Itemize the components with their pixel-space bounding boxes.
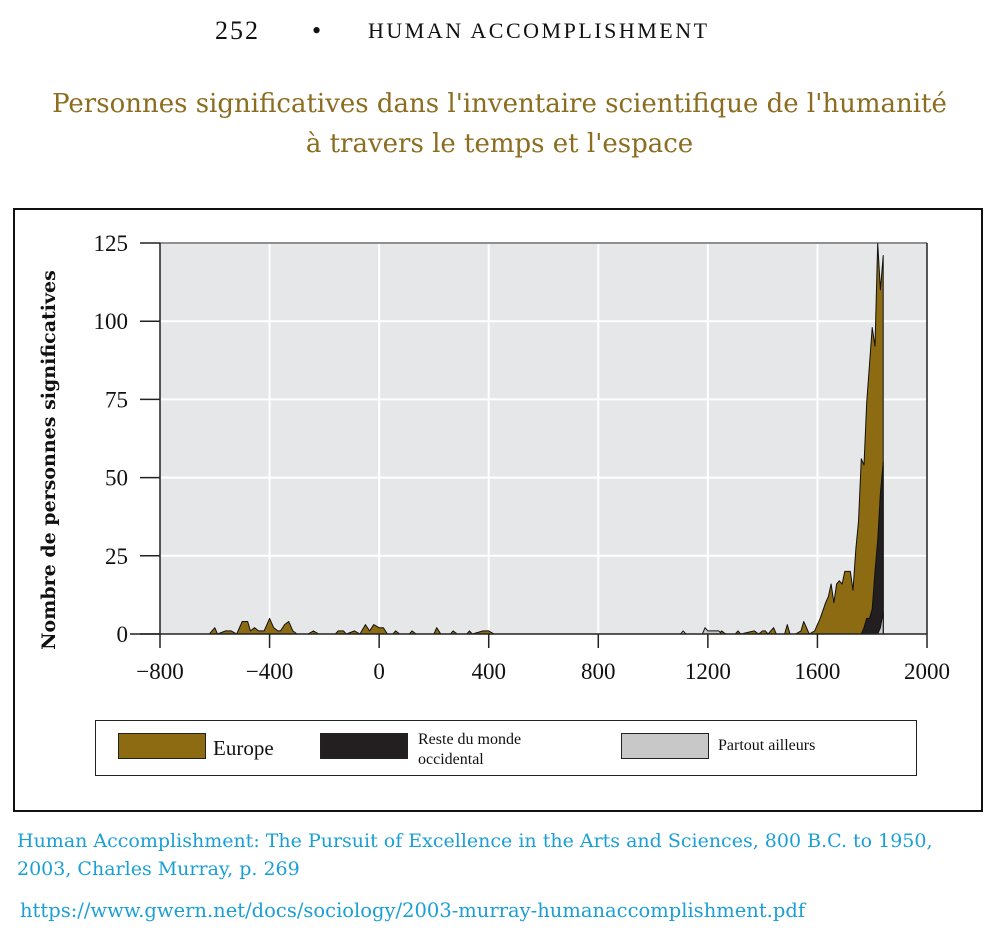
area-chart: 0 25 50 75 100 125 −800 −400 0 400 800 1200 1600 2000… [38, 231, 951, 684]
axes: 0 25 50 75 100 125 −800 −400 0 400 800 1200 1600 2000 [94, 231, 951, 684]
y-tick-label: 75 [105, 387, 128, 412]
area-series-rest-of-west [860, 461, 884, 635]
legend-swatch-elsewhere [621, 733, 709, 759]
chart-frame [13, 208, 983, 812]
source-caption-line2: 2003, Charles Murray, p. 269 [17, 858, 300, 880]
legend-swatch-rest-of-west [320, 733, 408, 759]
plot-background [160, 243, 927, 634]
area-series-elsewhere [159, 611, 884, 635]
source-caption: Human Accomplishment: The Pursuit of Exc… [17, 827, 987, 883]
x-tick-label: −400 [246, 659, 293, 684]
x-tick-label: 1600 [794, 659, 840, 684]
y-tick-label: 25 [105, 544, 128, 569]
header-separator: • [312, 16, 323, 45]
x-tick-label: 0 [373, 659, 385, 684]
y-tick-label: 50 [105, 466, 128, 491]
y-tick-label: 100 [94, 309, 129, 334]
page-number: 252 [215, 16, 260, 45]
x-tick-label: 400 [471, 659, 506, 684]
chart-title-line2: à travers le temps et l'espace [305, 129, 694, 159]
chart-title-line1: Personnes significatives dans l'inventai… [52, 89, 947, 119]
legend-label-rest-of-west: Reste du monde occidental [418, 731, 522, 768]
x-tick-label: 1200 [685, 659, 731, 684]
y-axis-label: Nombre de personnes significatives [38, 270, 60, 650]
book-title: HUMAN ACCOMPLISHMENT [368, 18, 710, 43]
y-tick-label: 0 [117, 622, 129, 647]
legend-swatch-europe [118, 733, 206, 759]
legend-label-elsewhere: Partout ailleurs [718, 737, 816, 754]
source-caption-line1: Human Accomplishment: The Pursuit of Exc… [17, 830, 933, 852]
chart-title: Personnes significatives dans l'inventai… [0, 84, 999, 164]
chart-legend: Europe Reste du monde occidental Partout… [95, 720, 917, 776]
x-tick-label: 800 [581, 659, 616, 684]
source-url[interactable]: https://www.gwern.net/docs/sociology/200… [20, 899, 806, 922]
y-tick-label: 125 [94, 231, 129, 256]
legend-label-europe: Europe [213, 736, 274, 760]
x-tick-label: −800 [136, 659, 183, 684]
x-tick-label: 2000 [904, 659, 950, 684]
